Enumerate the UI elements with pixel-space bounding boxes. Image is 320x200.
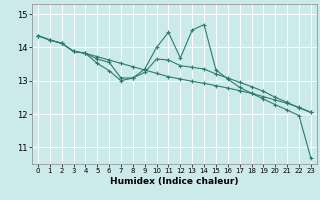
X-axis label: Humidex (Indice chaleur): Humidex (Indice chaleur) <box>110 177 239 186</box>
